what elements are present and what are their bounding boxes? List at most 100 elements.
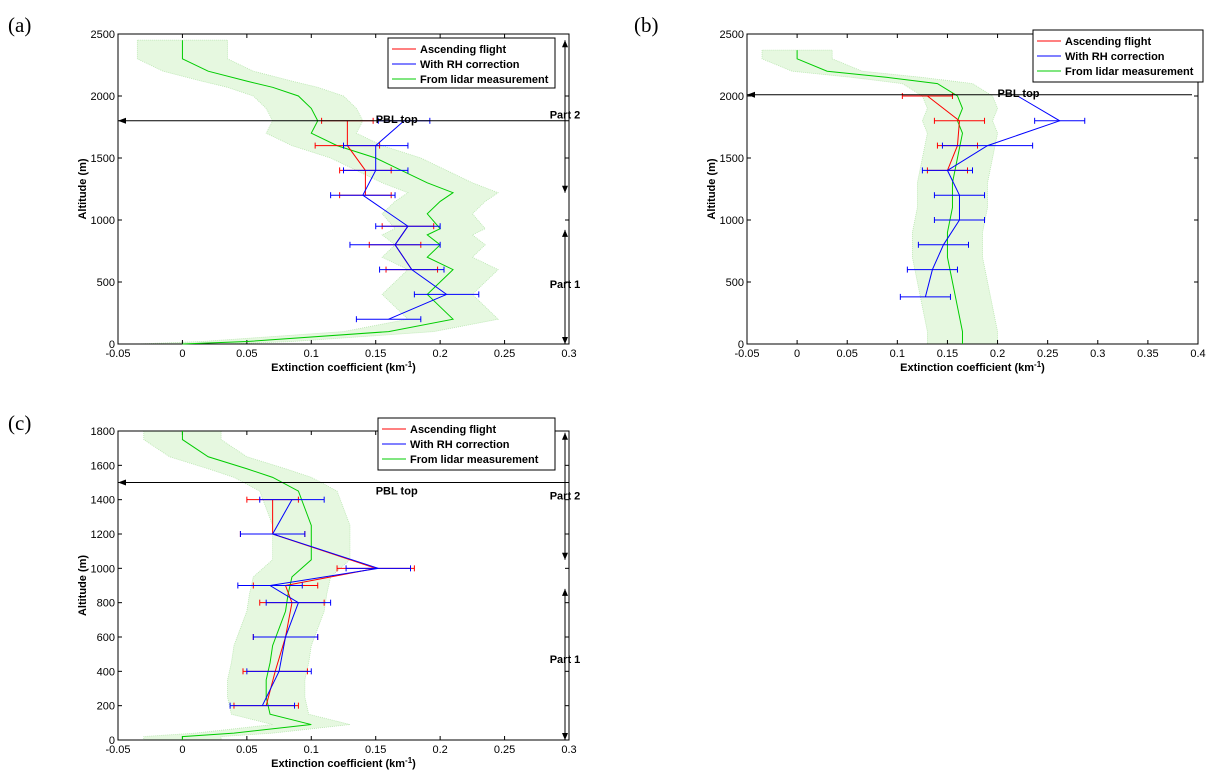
rh-corrected-line <box>261 499 379 706</box>
y-tick-label: 1000 <box>720 215 744 227</box>
x-tick-label: 0.4 <box>1190 348 1205 360</box>
ascending-flight-line <box>927 95 960 171</box>
y-tick-label: 500 <box>726 277 744 289</box>
part-arrowhead-top <box>562 229 568 237</box>
y-axis-label: Altitude (m) <box>77 158 89 219</box>
y-tick-label: 2000 <box>91 91 115 103</box>
legend-box <box>1032 29 1204 83</box>
pbl-top-label: PBL top <box>376 486 418 498</box>
y-tick-label: 0 <box>109 339 115 351</box>
pbl-top-arrowhead <box>747 91 755 98</box>
legend-entry: From lidar measurement <box>420 74 549 86</box>
axes-box <box>746 33 1199 345</box>
x-tick-label: 0.25 <box>494 348 515 360</box>
lidar-uncertainty-band <box>761 49 998 345</box>
y-tick-label: 1800 <box>91 426 115 438</box>
legend-entry: Ascending flight <box>410 424 497 436</box>
y-tick-label: 0 <box>738 339 744 351</box>
pbl-top-arrowhead <box>118 479 126 486</box>
x-axis-label: Extinction coefficient (km-1) <box>271 756 416 770</box>
legend-entry: With RH correction <box>1065 51 1165 63</box>
y-tick-label: 200 <box>97 701 115 713</box>
x-tick-label: 0.2 <box>432 348 447 360</box>
legend-entry: From lidar measurement <box>1065 66 1194 78</box>
y-tick-label: 2500 <box>720 29 744 41</box>
x-tick-label: -0.05 <box>105 744 130 756</box>
part-arrowhead-bottom <box>562 337 568 344</box>
x-tick-label: 0.25 <box>494 744 515 756</box>
y-axis-label: Altitude (m) <box>706 158 718 219</box>
y-tick-label: 1500 <box>91 153 115 165</box>
panel-label: (b) <box>634 13 659 37</box>
x-tick-label: 0.05 <box>837 348 858 360</box>
legend-entry: With RH correction <box>410 439 510 451</box>
y-tick-label: 1400 <box>91 495 115 507</box>
x-tick-label: 0.2 <box>990 348 1005 360</box>
axes-box <box>117 430 570 741</box>
x-tick-label: 0.1 <box>304 744 319 756</box>
lidar-uncertainty-band <box>143 430 351 741</box>
y-tick-label: 400 <box>97 666 115 678</box>
legend-entry: With RH correction <box>420 59 520 71</box>
legend-entry: From lidar measurement <box>410 454 539 466</box>
x-tick-label: 0.1 <box>890 348 905 360</box>
x-tick-label: -0.05 <box>105 348 130 360</box>
y-tick-label: 0 <box>109 735 115 747</box>
x-tick-label: 0.05 <box>236 744 257 756</box>
axes-box <box>117 33 570 345</box>
y-tick-label: 800 <box>97 598 115 610</box>
y-tick-label: 500 <box>97 277 115 289</box>
x-tick-label: 0.15 <box>365 744 386 756</box>
legend-box <box>387 37 556 89</box>
chart-panel-2: (b)-0.05 0 0.05 0.1 0.15 0.2 0.25 0.3 0.35 0.4050… <box>634 13 1206 374</box>
x-tick-label: 0.15 <box>937 348 958 360</box>
legend-entry: Ascending flight <box>1065 36 1152 48</box>
x-tick-label: 0.1 <box>304 348 319 360</box>
x-tick-label: 0.3 <box>1090 348 1105 360</box>
panel-label: (c) <box>8 411 31 435</box>
x-tick-label: 0.05 <box>236 348 257 360</box>
part-arrowhead-bottom <box>562 733 568 740</box>
lidar-series-line <box>181 40 455 345</box>
panel-label: (a) <box>8 13 31 37</box>
y-tick-label: 1500 <box>720 153 744 165</box>
x-tick-label: 0 <box>179 348 185 360</box>
y-tick-label: 2000 <box>720 91 744 103</box>
part-arrowhead-top <box>562 40 568 48</box>
part-label: Part 2 <box>550 491 581 503</box>
part-arrowhead-bottom <box>562 552 568 560</box>
pbl-top-label: PBL top <box>998 88 1040 100</box>
part-label: Part 2 <box>550 109 581 121</box>
chart-panel-1: (a)-0.05 0 0.05 0.1 0.15 0.2 0.25 0.30500100015… <box>8 13 580 374</box>
x-axis-label: Extinction coefficient (km-1) <box>271 360 416 374</box>
y-tick-label: 2500 <box>91 29 115 41</box>
x-tick-label: 0.15 <box>365 348 386 360</box>
part-arrowhead-top <box>562 588 568 596</box>
y-tick-label: 1200 <box>91 529 115 541</box>
x-tick-label: 0.2 <box>432 744 447 756</box>
x-tick-label: 0.3 <box>561 348 576 360</box>
pbl-top-arrowhead <box>118 117 126 124</box>
chart-panel-3: (c)-0.05 0 0.05 0.1 0.15 0.2 0.25 0.30200400600… <box>8 411 580 770</box>
x-axis-label: Extinction coefficient (km-1) <box>900 360 1045 374</box>
x-tick-label: 0.25 <box>1037 348 1058 360</box>
y-tick-label: 1600 <box>91 460 115 472</box>
y-tick-label: 1000 <box>91 563 115 575</box>
part-arrowhead-bottom <box>562 185 568 193</box>
pbl-top-label: PBL top <box>376 114 418 126</box>
x-tick-label: 0.3 <box>561 744 576 756</box>
part-arrowhead-top <box>562 432 568 440</box>
y-axis-label: Altitude (m) <box>77 555 89 616</box>
x-tick-label: -0.05 <box>734 348 759 360</box>
y-tick-label: 600 <box>97 632 115 644</box>
y-tick-label: 1000 <box>91 215 115 227</box>
part-label: Part 1 <box>550 654 581 666</box>
x-tick-label: 0 <box>794 348 800 360</box>
x-tick-label: 0 <box>179 744 185 756</box>
legend-box <box>377 417 556 471</box>
lidar-series-line <box>181 431 312 740</box>
part-label: Part 1 <box>550 279 581 291</box>
ascending-flight-line <box>346 120 366 196</box>
legend-entry: Ascending flight <box>420 44 507 56</box>
